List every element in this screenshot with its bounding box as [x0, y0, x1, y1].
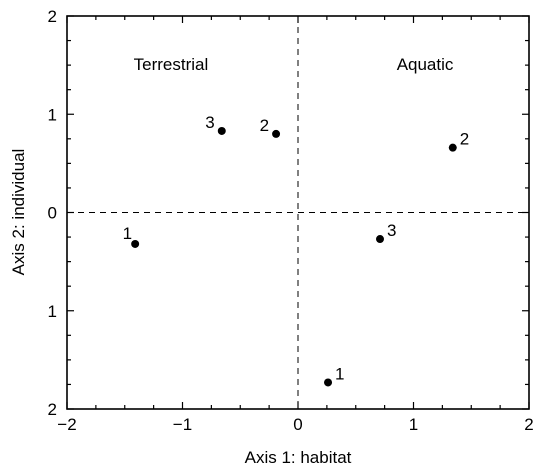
data-point [448, 143, 457, 152]
data-point-label: 3 [387, 221, 396, 240]
data-point-label: 3 [205, 113, 214, 132]
region-label-aquatic: Aquatic [397, 55, 454, 74]
data-point-label: 1 [123, 224, 132, 243]
reference-lines [67, 16, 529, 409]
region-labels: Terrestrial Aquatic [134, 55, 454, 74]
data-points: 3 2 1 2 3 1 [123, 113, 469, 387]
data-point-label: 1 [335, 364, 344, 383]
data-point [272, 129, 281, 138]
data-point-label: 2 [460, 130, 469, 149]
y-tick-label: 2 [48, 7, 57, 26]
region-label-terrestrial: Terrestrial [134, 55, 209, 74]
x-axis-title: Axis 1: habitat [245, 448, 352, 467]
data-point [324, 378, 333, 387]
tick-labels: −2 −1 0 1 2 2 1 0 1 2 [48, 7, 534, 434]
x-tick-label: 1 [409, 415, 418, 434]
y-axis-title: Axis 2: individual [9, 149, 28, 276]
data-point [131, 239, 140, 248]
y-tick-label: 1 [48, 105, 57, 124]
y-tick-label: 1 [48, 302, 57, 321]
x-tick-label: 2 [524, 415, 533, 434]
y-tick-label: 0 [48, 204, 57, 223]
y-tick-label: 2 [48, 400, 57, 419]
data-point [217, 126, 226, 135]
data-point-label: 2 [260, 116, 269, 135]
x-tick-label: 0 [293, 415, 302, 434]
axis-ticks [66, 15, 530, 410]
x-tick-label: −2 [57, 415, 76, 434]
x-tick-label: −1 [173, 415, 192, 434]
data-point [376, 235, 385, 244]
